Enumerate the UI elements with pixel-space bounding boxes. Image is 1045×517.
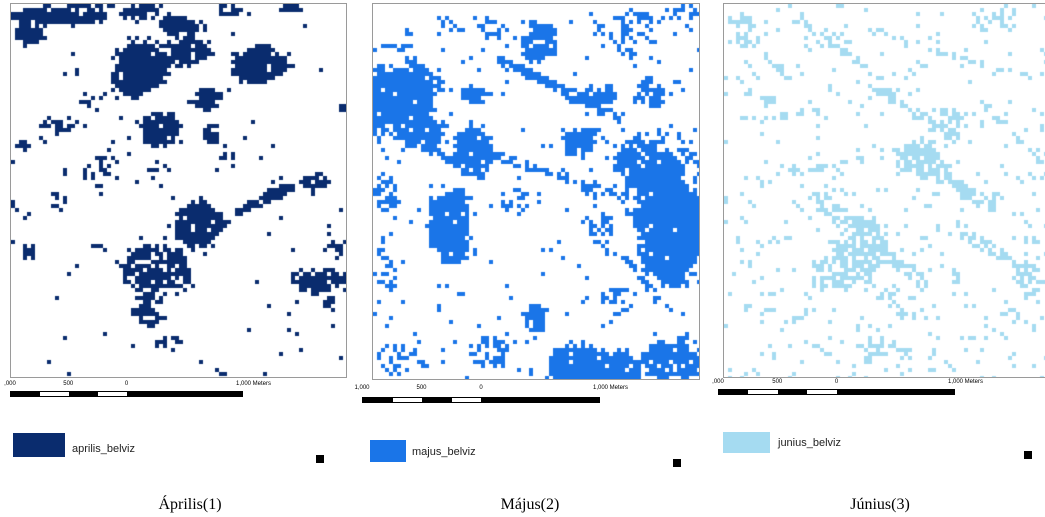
- scale-bar-segment-black: [422, 398, 452, 402]
- june-map-frame: [723, 3, 1045, 378]
- scale-label-500: 500: [416, 385, 427, 391]
- june-scale-bar: ,000 500 0 1,000 Meters: [712, 379, 983, 399]
- scale-bar-segment-white: [97, 392, 127, 396]
- april-map-frame: [10, 3, 347, 378]
- panel-caption: Június(3): [850, 496, 910, 513]
- scale-bar-segment-black: [836, 390, 954, 394]
- scale-bar-segment-black: [777, 390, 808, 394]
- april-waterlogging-raster-map: [11, 4, 346, 377]
- april-scale-bar: ,000 500 0 1,000 Meters: [4, 381, 271, 401]
- scale-label-0: 0: [124, 381, 129, 387]
- panel-caption: Május(2): [500, 496, 560, 513]
- scale-bar-segment-white: [748, 390, 778, 394]
- scale-label-0: 0: [479, 385, 483, 391]
- may-scale-bar: 1,000 500 0 1,000 Meters: [354, 385, 628, 405]
- legend-swatch: [723, 432, 770, 453]
- scale-label-left-1000: ,000: [712, 379, 724, 385]
- black-square-marker: [673, 459, 681, 467]
- scale-bar-segment-black: [126, 392, 242, 396]
- scale-label-left-1000: 1,000: [354, 385, 370, 391]
- scale-bar-graphic: [10, 391, 243, 397]
- scale-label-500: 500: [772, 379, 783, 385]
- scale-bar-segment-white: [451, 398, 481, 402]
- scale-bar-graphic: [718, 389, 955, 395]
- legend-label: majus_belviz: [412, 446, 476, 458]
- scale-bar-segment-white: [807, 390, 837, 394]
- may-map-frame: [372, 3, 700, 380]
- scale-label-500: 500: [63, 381, 74, 387]
- scale-bar-segment-white: [39, 392, 69, 396]
- scale-bar-segment-black: [11, 392, 40, 396]
- may-panel: 1,000 500 0 1,000 Meters majus_belviz Má…: [354, 0, 708, 517]
- legend-label: aprilis_belviz: [72, 443, 135, 455]
- may-waterlogging-raster-map: [373, 4, 699, 379]
- scale-label-1000-meters: 1,000 Meters: [593, 385, 629, 391]
- scale-label-1000-meters: 1,000 Meters: [236, 381, 272, 387]
- scale-bar-segment-white: [392, 398, 422, 402]
- scale-bar-segment-black: [481, 398, 599, 402]
- june-waterlogging-raster-map: [724, 4, 1045, 377]
- scale-bar-segment-black: [68, 392, 98, 396]
- legend-label: junius_belviz: [778, 437, 841, 449]
- scale-bar-graphic: [362, 397, 600, 403]
- scale-label-1000-meters: 1,000 Meters: [948, 379, 984, 385]
- legend-swatch: [370, 440, 406, 462]
- scale-label-left-1000: ,000: [4, 381, 16, 387]
- black-square-marker: [1024, 451, 1032, 459]
- scale-bar-segment-black: [363, 398, 393, 402]
- scale-label-0: 0: [834, 379, 839, 385]
- june-panel: ,000 500 0 1,000 Meters junius_belviz Jú…: [708, 0, 1045, 517]
- black-square-marker: [316, 455, 324, 463]
- april-panel: ,000 500 0 1,000 Meters aprilis_belviz Á…: [0, 0, 355, 517]
- scale-bar-segment-black: [719, 390, 749, 394]
- panel-caption: Április(1): [158, 496, 222, 513]
- legend-swatch: [13, 433, 65, 457]
